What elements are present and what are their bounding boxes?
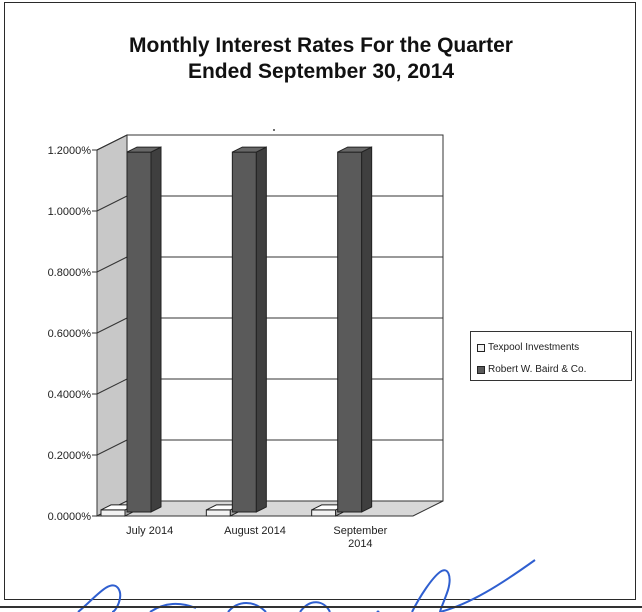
y-tick-label: 0.0000% [48, 511, 92, 523]
gridline-side [96, 439, 128, 456]
y-tick-label: 0.4000% [48, 389, 92, 401]
y-tick-label: 0.8000% [48, 267, 92, 279]
legend-item-texpool: Texpool Investments [477, 342, 579, 353]
bar-baird-1-top [232, 146, 267, 153]
page-bottom-rule [0, 606, 642, 608]
x-category-label: 2014 [348, 538, 372, 550]
chart-title-line-1: Monthly Interest Rates For the Quarter [129, 34, 513, 57]
gridline-side [96, 378, 128, 395]
legend-swatch-texpool [477, 343, 485, 352]
x-category-label: September [333, 525, 387, 537]
gridline-side [96, 134, 128, 151]
x-category-label: July 2014 [126, 525, 173, 537]
y-tick-label: 0.2000% [48, 450, 92, 462]
chart-legend: Texpool Investments Robert W. Baird & Co… [470, 331, 632, 381]
legend-item-baird: Robert W. Baird & Co. [477, 364, 586, 375]
gridline-side [96, 256, 128, 273]
gridline-side [96, 195, 128, 212]
y-tick-label: 1.0000% [48, 206, 92, 218]
y-tick-label: 0.6000% [48, 328, 92, 340]
legend-label-texpool: Texpool Investments [488, 342, 580, 353]
x-category-label: August 2014 [224, 525, 286, 537]
y-tick-label: 1.2000% [48, 145, 92, 157]
legend-label-baird: Robert W. Baird & Co. [488, 364, 587, 375]
bar-baird-0-top [126, 146, 162, 153]
gridline-side [96, 317, 128, 334]
chart-title: Monthly Interest Rates For the Quarter E… [5, 33, 637, 85]
bar-baird-2-top [337, 146, 372, 153]
legend-swatch-baird [477, 365, 485, 374]
chart-title-line-2: Ended September 30, 2014 [187, 60, 455, 83]
